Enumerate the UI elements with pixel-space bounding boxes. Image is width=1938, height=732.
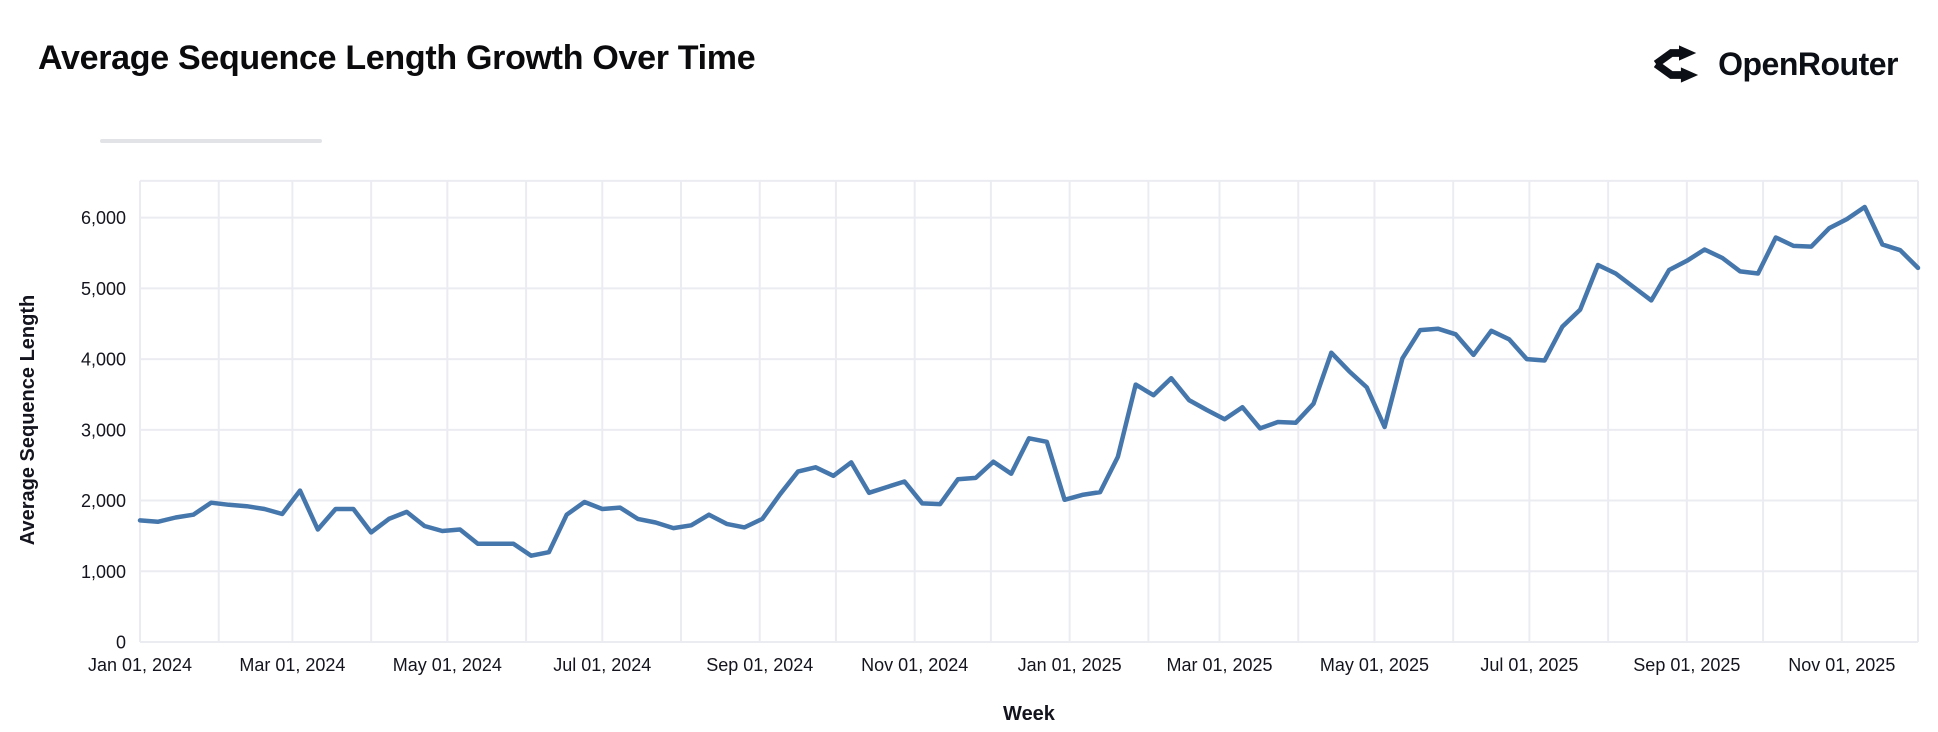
x-tick-label: May 01, 2025 <box>1320 655 1429 675</box>
x-tick-label: Nov 01, 2024 <box>861 655 968 675</box>
y-tick-label: 1,000 <box>81 562 126 582</box>
page-title: Average Sequence Length Growth Over Time <box>38 39 756 77</box>
x-tick-label: Jul 01, 2024 <box>553 655 651 675</box>
y-tick-label: 3,000 <box>81 420 126 440</box>
x-tick-label: Nov 01, 2025 <box>1788 655 1895 675</box>
y-tick-label: 6,000 <box>81 208 126 228</box>
x-tick-label: Sep 01, 2024 <box>706 655 813 675</box>
y-axis-title: Average Sequence Length <box>17 295 39 545</box>
openrouter-logo-icon <box>1654 45 1699 83</box>
x-tick-label: Jan 01, 2024 <box>88 655 192 675</box>
y-tick-label: 0 <box>116 633 126 653</box>
brand-name: OpenRouter <box>1718 45 1898 82</box>
x-axis-title: Week <box>1003 703 1056 725</box>
x-tick-label: May 01, 2024 <box>393 655 502 675</box>
x-tick-label: Mar 01, 2024 <box>239 655 345 675</box>
cropped-legend-artifact <box>100 139 322 143</box>
avg-sequence-length-line <box>137 204 1921 558</box>
y-tick-label: 2,000 <box>81 491 126 511</box>
x-tick-label: Sep 01, 2025 <box>1633 655 1740 675</box>
x-tick-label: Jan 01, 2025 <box>1018 655 1122 675</box>
openrouter-logo: OpenRouter <box>1654 42 1898 86</box>
y-tick-label: 5,000 <box>81 279 126 299</box>
x-tick-label: Jul 01, 2025 <box>1480 655 1578 675</box>
x-tick-label: Mar 01, 2025 <box>1166 655 1272 675</box>
y-tick-label: 4,000 <box>81 350 126 370</box>
